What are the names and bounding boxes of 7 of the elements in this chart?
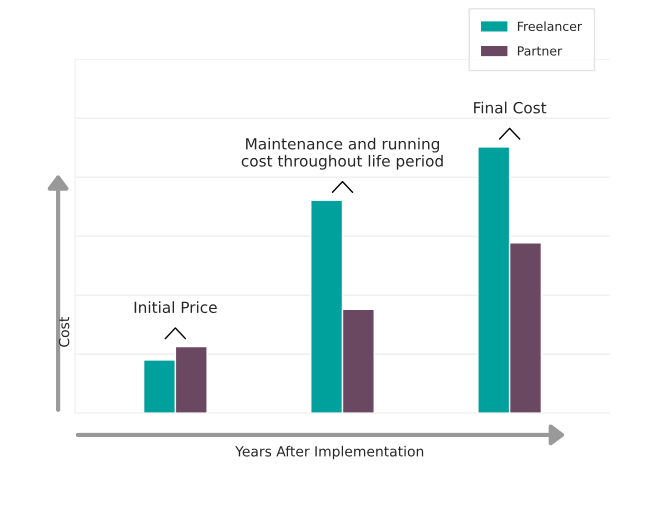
annotation: Maintenance and running cost throughout life period [242,138,443,170]
legend-label: Freelancer [518,21,582,32]
legend-label: Partner [518,46,562,56]
annotation: Initial Price [134,301,217,314]
y-axis-title: Cost [58,317,70,347]
x-axis-title: Years After Implementation [235,446,424,460]
annotation: Final Cost [474,102,546,114]
